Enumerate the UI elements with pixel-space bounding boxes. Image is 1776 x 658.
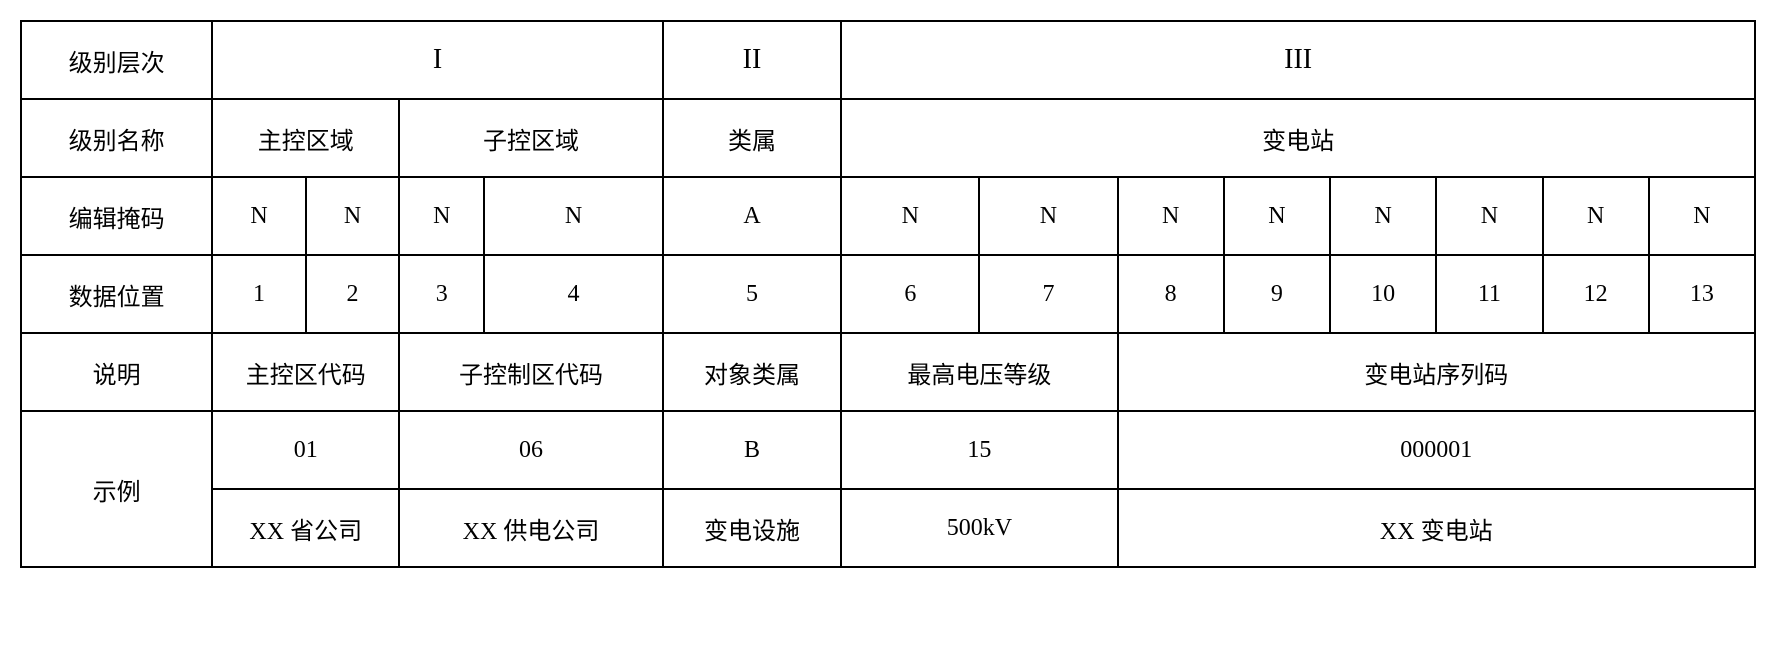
pos-cell: 3 xyxy=(399,255,484,333)
mask-cell: N xyxy=(484,177,663,255)
rowhead-data-position: 数据位置 xyxy=(21,255,212,333)
mask-cell: N xyxy=(1436,177,1542,255)
level-1-header: I xyxy=(212,21,663,99)
mask-cell: N xyxy=(1118,177,1224,255)
pos-cell: 8 xyxy=(1118,255,1224,333)
level-name-row: 级别名称 主控区域 子控区域 类属 变电站 xyxy=(21,99,1755,177)
rowhead-level-name: 级别名称 xyxy=(21,99,212,177)
pos-cell: 7 xyxy=(979,255,1117,333)
example-code: 15 xyxy=(841,411,1117,489)
mask-cell: N xyxy=(979,177,1117,255)
pos-cell: 10 xyxy=(1330,255,1436,333)
mask-cell: N xyxy=(306,177,400,255)
rowhead-description: 说明 xyxy=(21,333,212,411)
pos-cell: 4 xyxy=(484,255,663,333)
pos-cell: 5 xyxy=(663,255,842,333)
description-row: 说明 主控区代码 子控制区代码 对象类属 最高电压等级 变电站序列码 xyxy=(21,333,1755,411)
rowhead-example: 示例 xyxy=(21,411,212,567)
level-hierarchy-row: 级别层次 I II III xyxy=(21,21,1755,99)
level-name-category: 类属 xyxy=(663,99,842,177)
level-name-main-area: 主控区域 xyxy=(212,99,399,177)
example-label-row: XX 省公司 XX 供电公司 变电设施 500kV XX 变电站 xyxy=(21,489,1755,567)
pos-cell: 6 xyxy=(841,255,979,333)
level-name-sub-area: 子控区域 xyxy=(399,99,663,177)
example-code: 000001 xyxy=(1118,411,1756,489)
example-code: 06 xyxy=(399,411,663,489)
pos-cell: 12 xyxy=(1543,255,1649,333)
desc-main-code: 主控区代码 xyxy=(212,333,399,411)
level-3-header: III xyxy=(841,21,1755,99)
mask-cell: N xyxy=(1543,177,1649,255)
mask-cell: N xyxy=(1224,177,1330,255)
rowhead-edit-mask: 编辑掩码 xyxy=(21,177,212,255)
pos-cell: 9 xyxy=(1224,255,1330,333)
mask-cell: N xyxy=(212,177,306,255)
mask-cell: N xyxy=(841,177,979,255)
example-code: 01 xyxy=(212,411,399,489)
desc-category: 对象类属 xyxy=(663,333,842,411)
level-name-substation: 变电站 xyxy=(841,99,1755,177)
mask-cell: N xyxy=(1330,177,1436,255)
mask-cell: A xyxy=(663,177,842,255)
pos-cell: 1 xyxy=(212,255,306,333)
rowhead-level-hierarchy: 级别层次 xyxy=(21,21,212,99)
pos-cell: 2 xyxy=(306,255,400,333)
mask-cell: N xyxy=(1649,177,1755,255)
example-label: 500kV xyxy=(841,489,1117,567)
example-label: XX 供电公司 xyxy=(399,489,663,567)
desc-voltage: 最高电压等级 xyxy=(841,333,1117,411)
example-code-row: 示例 01 06 B 15 000001 xyxy=(21,411,1755,489)
pos-cell: 11 xyxy=(1436,255,1542,333)
example-label: 变电设施 xyxy=(663,489,842,567)
example-code: B xyxy=(663,411,842,489)
level-2-header: II xyxy=(663,21,842,99)
coding-structure-table: 级别层次 I II III 级别名称 主控区域 子控区域 类属 变电站 编辑掩码… xyxy=(20,20,1756,568)
desc-seq-code: 变电站序列码 xyxy=(1118,333,1756,411)
desc-sub-code: 子控制区代码 xyxy=(399,333,663,411)
example-label: XX 省公司 xyxy=(212,489,399,567)
mask-cell: N xyxy=(399,177,484,255)
pos-cell: 13 xyxy=(1649,255,1755,333)
edit-mask-row: 编辑掩码 N N N N A N N N N N N N N xyxy=(21,177,1755,255)
data-position-row: 数据位置 1 2 3 4 5 6 7 8 9 10 11 12 13 xyxy=(21,255,1755,333)
example-label: XX 变电站 xyxy=(1118,489,1756,567)
